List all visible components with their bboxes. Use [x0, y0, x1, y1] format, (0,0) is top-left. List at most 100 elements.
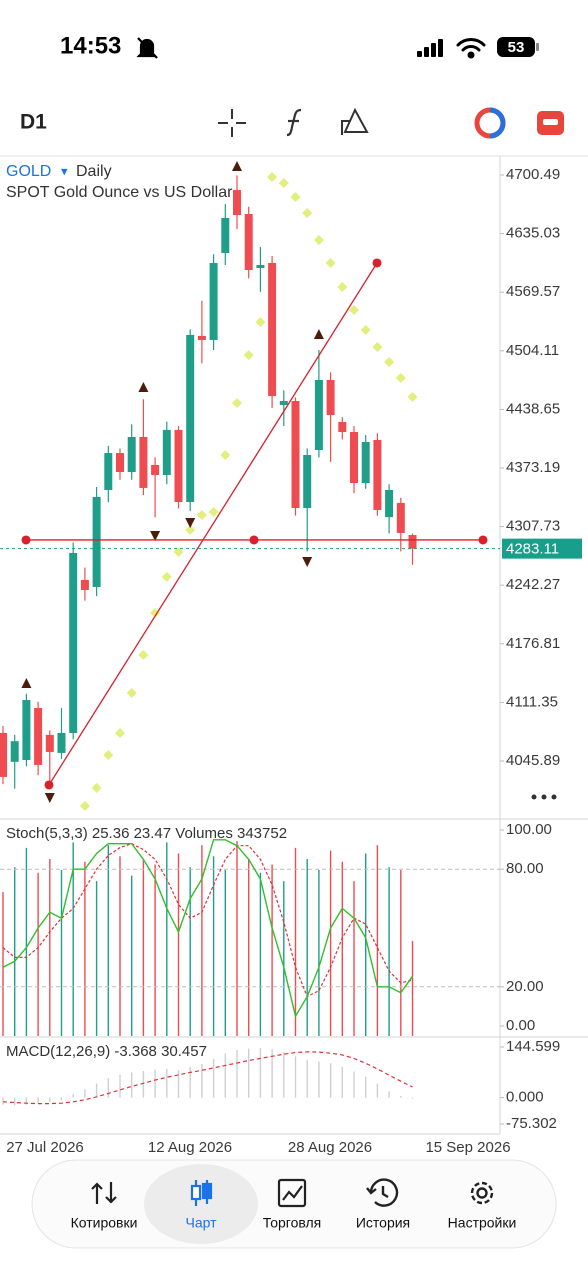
candle-body [338, 421, 347, 432]
x-tick-label: 15 Sep 2026 [425, 1139, 510, 1156]
y-tick-label: -75.302 [506, 1115, 557, 1132]
sar-dot [91, 782, 102, 793]
candle-body [326, 379, 335, 415]
y-tick-label: 0.00 [506, 1017, 535, 1034]
last-price-label: 4283.11 [506, 541, 559, 558]
sar-dot [196, 509, 207, 520]
trade-button[interactable] [474, 107, 506, 139]
sar-dot [313, 234, 324, 245]
nav-icon-quotes[interactable] [91, 1182, 117, 1204]
x-tick-label: 27 Jul 2026 [6, 1139, 84, 1156]
horizontal-line-handle [249, 535, 259, 545]
sar-dot [115, 727, 125, 738]
symbol-name[interactable]: GOLD [6, 163, 51, 180]
y-tick-label: 4307.73 [506, 518, 560, 535]
candle-body [197, 335, 206, 340]
sar-dot [79, 800, 90, 811]
candle-body [69, 552, 78, 733]
candle-body [104, 453, 113, 491]
sar-dot [337, 281, 348, 292]
candle-body [314, 379, 323, 450]
sar-dot [407, 391, 418, 402]
candle-body [34, 707, 43, 765]
crosshair-button[interactable] [218, 109, 246, 137]
fractal-down [302, 556, 313, 567]
battery-level: 53 [508, 39, 525, 56]
nav-item[interactable]: Торговля [263, 1215, 321, 1231]
fractal-down [185, 517, 196, 528]
sar-dot [208, 506, 219, 517]
nav-item[interactable]: История [356, 1215, 410, 1231]
candle-body [186, 334, 195, 503]
more-button[interactable] [531, 794, 557, 800]
sar-dot [255, 316, 266, 327]
sar-dot [220, 450, 231, 461]
fractal-up [138, 381, 149, 392]
candle-body [10, 741, 19, 762]
candle-body [162, 429, 171, 475]
nav-icon-history[interactable] [366, 1178, 399, 1207]
signal-icon [417, 39, 443, 57]
trend-line-handle [372, 258, 382, 268]
sar-dot [384, 356, 395, 367]
mute-icon [136, 37, 158, 59]
sar-dot [349, 304, 359, 315]
y-tick-label: 144.599 [506, 1038, 560, 1055]
sar-dot [103, 749, 114, 760]
sar-dot [185, 524, 196, 535]
fractal-up [21, 677, 32, 688]
sar-dot [243, 350, 254, 361]
y-tick-label: 4569.57 [506, 283, 560, 300]
nav-icon-chart[interactable] [190, 1180, 213, 1206]
nav-labels: Котировки Чарт Торговля История Настройки [71, 1215, 517, 1231]
candle-body [385, 490, 394, 518]
trend-line [48, 262, 378, 786]
timeframe-button[interactable]: D1 [20, 111, 47, 134]
candle-body [256, 264, 265, 269]
macd-label: MACD(12,26,9) -3.368 30.457 [6, 1043, 207, 1060]
candle-body [291, 401, 300, 508]
horizontal-line-handle [478, 535, 488, 545]
trend-line-handle [44, 780, 54, 790]
sar-dot [278, 177, 289, 188]
sar-dot [150, 607, 161, 618]
nav-item[interactable]: Настройки [448, 1215, 517, 1231]
nav-icon-trade[interactable] [277, 1178, 307, 1208]
sar-dot [173, 546, 184, 557]
symbol-menu[interactable]: ▾ [61, 163, 68, 178]
battery-icon: 53 [497, 37, 539, 57]
sar-dot [325, 257, 336, 268]
nav-bar [31, 1159, 557, 1249]
sar-dot [360, 325, 371, 336]
sar-dot [138, 649, 149, 660]
account-button[interactable] [537, 111, 564, 135]
x-tick-label: 28 Aug 2026 [288, 1139, 372, 1156]
candle-body [408, 535, 417, 549]
candle-body [127, 437, 136, 473]
candle-body [233, 190, 241, 216]
candle-body [92, 496, 101, 587]
y-tick-label: 0.000 [506, 1089, 544, 1106]
nav-item[interactable]: Котировки [71, 1215, 138, 1231]
sar-dot [290, 192, 301, 203]
fractal-up [232, 161, 242, 172]
candle-body [22, 700, 31, 760]
candle-body [268, 262, 277, 397]
candle-body [45, 734, 54, 752]
candle-body [57, 732, 66, 753]
sar-dot [161, 571, 172, 582]
nav-item[interactable]: Чарт [185, 1215, 217, 1231]
candle-body [0, 732, 7, 777]
fractal-down [150, 531, 161, 542]
candle-body [350, 431, 358, 484]
nav-icon-settings[interactable] [470, 1181, 494, 1205]
candle-body [221, 217, 230, 253]
indicators-button[interactable] [286, 108, 302, 137]
sar-dot [232, 397, 242, 408]
candle-body [244, 214, 253, 270]
chart-marks: 4700.49 4635.03 4569.57 4504.11 4438.65 4373.… [0, 161, 582, 1156]
sar-dot [372, 342, 383, 353]
objects-button[interactable] [341, 107, 369, 135]
stoch-label: Stoch(5,3,3) 25.36 23.47 Volumes 343752 [6, 825, 287, 842]
y-tick-label: 4504.11 [506, 342, 559, 359]
